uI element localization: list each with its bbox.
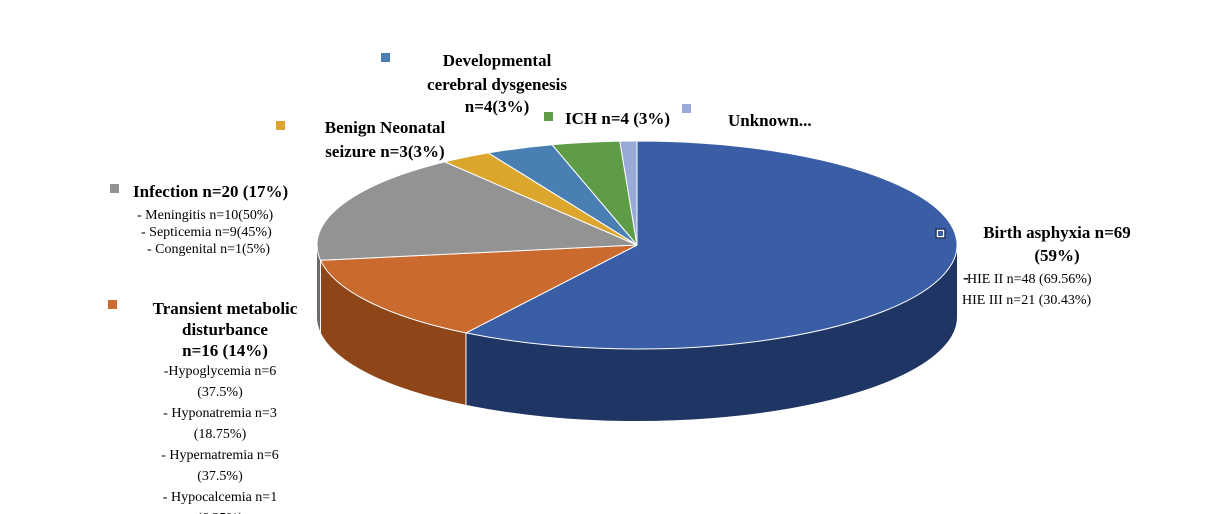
detail-label-transient-metabolic-disturbance-0: -Hypoglycemia n=6 (164, 364, 276, 379)
legend-marker-ich (544, 112, 553, 121)
data-label-benign-neonatal-seizure-0: Benign Neonatal (325, 118, 446, 137)
detail-label-birth-asphyxia-1: HIE III n=21 (30.43%) (962, 293, 1092, 308)
detail-label-transient-metabolic-disturbance-2: - Hyponatremia n=3 (163, 406, 277, 421)
legend-marker-unknown (682, 104, 691, 113)
data-label-transient-metabolic-disturbance-2: n=16 (14%) (182, 341, 268, 360)
legend-marker-infection (110, 184, 119, 193)
data-label-developmental-cerebral-dysgenesis-1: cerebral dysgenesis (427, 75, 567, 94)
data-label-ich-0: ICH n=4 (3%) (565, 109, 670, 128)
detail-label-transient-metabolic-disturbance-7: (6.25%) (197, 511, 243, 514)
legend-marker-benign-neonatal-seizure (276, 121, 285, 130)
detail-dash-birth-asphyxia: - (963, 268, 969, 287)
data-label-transient-metabolic-disturbance-0: Transient metabolic (153, 299, 298, 318)
detail-label-transient-metabolic-disturbance-4: - Hypernatremia n=6 (161, 448, 279, 463)
pie-tops (316, 140, 958, 350)
detail-label-birth-asphyxia-0: HIE II n=48 (69.56%) (967, 272, 1092, 287)
detail-label-transient-metabolic-disturbance-6: - Hypocalcemia n=1 (163, 490, 277, 505)
data-label-transient-metabolic-disturbance-1: disturbance (182, 320, 268, 339)
legend-marker-developmental-cerebral-dysgenesis (381, 53, 390, 62)
detail-label-infection-0: - Meningitis n=10(50%) (137, 208, 274, 223)
pie-slice-unknown (619, 140, 638, 246)
detail-label-infection-2: - Congenital n=1(5%) (147, 242, 270, 257)
detail-label-transient-metabolic-disturbance-3: (18.75%) (194, 427, 247, 442)
data-label-unknown-0: Unknown... (728, 111, 812, 130)
pie-slice-infection (316, 161, 638, 261)
detail-label-transient-metabolic-disturbance-1: (37.5%) (197, 385, 243, 400)
data-label-birth-asphyxia-0: Birth asphyxia n=69 (983, 223, 1131, 242)
detail-label-transient-metabolic-disturbance-5: (37.5%) (197, 469, 243, 484)
data-label-developmental-cerebral-dysgenesis-2: n=4(3%) (465, 97, 529, 116)
pie-side-infection (317, 245, 321, 333)
data-label-infection-0: Infection n=20 (17%) (133, 182, 288, 201)
detail-label-infection-1: - Septicemia n=9(45%) (141, 225, 272, 240)
pie-slice-transient-metabolic-disturbance (319, 244, 638, 334)
pie-side-birth-asphyxia (465, 245, 957, 421)
pie-labels: Birth asphyxia n=69 (59%) HIE II n=48 (69.… (108, 51, 1131, 514)
legend-marker-fill-birth-asphyxia (938, 231, 943, 236)
pie-side-transient-metabolic-disturbance (320, 260, 466, 405)
legend-marker-transient-metabolic-disturbance (108, 300, 117, 309)
pie-slice-birth-asphyxia (465, 140, 958, 350)
pie-sides (317, 245, 957, 421)
data-label-developmental-cerebral-dysgenesis-0: Developmental (443, 51, 552, 70)
data-label-birth-asphyxia-1: (59%) (1034, 246, 1079, 265)
data-label-benign-neonatal-seizure-1: seizure n=3(3%) (325, 142, 444, 161)
